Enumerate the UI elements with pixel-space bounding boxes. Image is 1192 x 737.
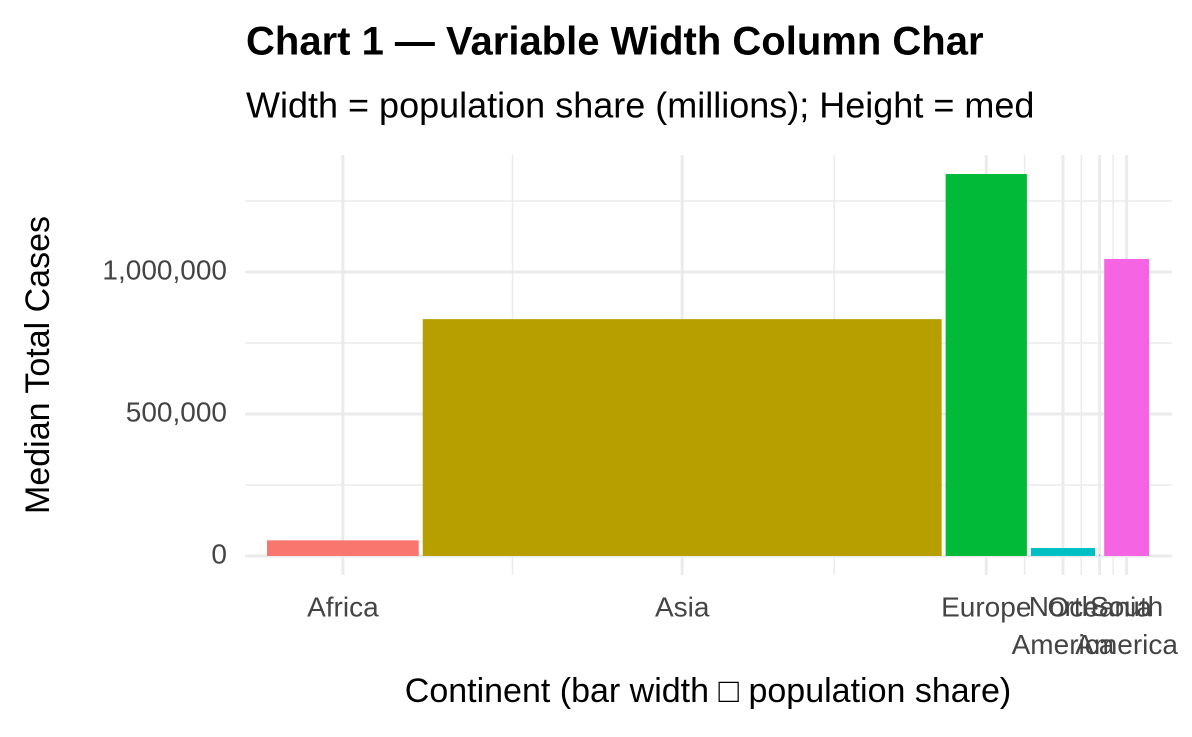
chart-title: Chart 1 — Variable Width Column Char xyxy=(246,20,984,64)
bar xyxy=(422,319,942,556)
x-tick-label: Africa xyxy=(307,591,379,622)
x-axis-label: Continent (bar width □ population share) xyxy=(405,672,1011,710)
chart-subtitle: Width = population share (millions); Hei… xyxy=(246,85,1034,126)
bar xyxy=(1104,258,1150,556)
y-tick-label: 1,000,000 xyxy=(102,254,227,285)
y-tick-label: 0 xyxy=(211,538,227,569)
y-axis-label: Median Total Cases xyxy=(19,216,57,514)
x-tick-label: South America xyxy=(1075,591,1178,660)
x-tick-label: Asia xyxy=(655,591,710,622)
bar xyxy=(1099,554,1101,556)
x-tick-label: Oceania xyxy=(1047,591,1152,622)
x-tick-label: North America xyxy=(1012,591,1115,660)
x-tick-label: Europe xyxy=(941,591,1031,622)
bar xyxy=(267,540,419,556)
y-tick-label: 500,000 xyxy=(126,396,227,427)
bar xyxy=(1030,548,1096,556)
bar xyxy=(945,174,1027,556)
